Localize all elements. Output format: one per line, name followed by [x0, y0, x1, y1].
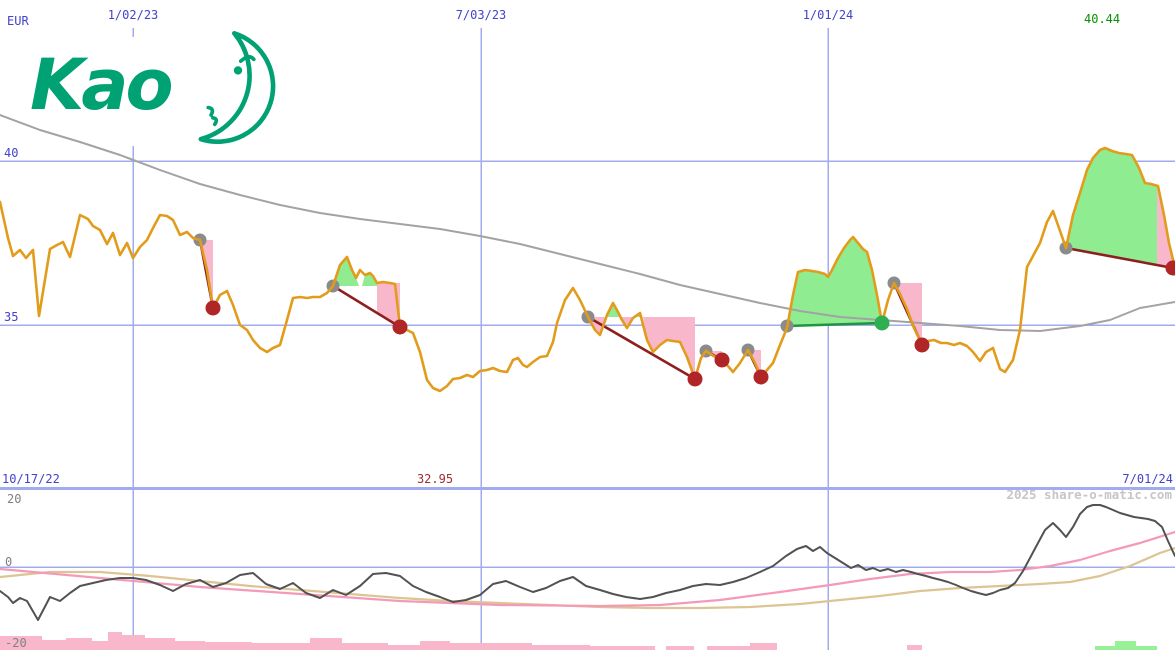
histogram-bar-pink: [310, 638, 342, 650]
moving-average-line: [0, 114, 1175, 332]
histogram-bar-pink: [388, 645, 420, 650]
trade-trendline: [785, 321, 884, 328]
histogram-bar-pink: [750, 643, 777, 650]
histogram-bar-pink: [122, 635, 145, 650]
tick-label: 7/01/24: [1122, 472, 1173, 486]
histogram-bar-pink: [252, 643, 310, 650]
currency-label: EUR: [7, 14, 29, 28]
histogram-bar-pink: [590, 646, 655, 650]
oscillator-signal-tan: [0, 546, 1175, 610]
histogram-bar-pink: [42, 640, 66, 650]
trade-trendline: [1064, 246, 1175, 270]
kao-logo-text: Kao: [30, 44, 174, 126]
histogram-bar-pink: [450, 643, 532, 650]
histogram-bar-pink: [175, 641, 205, 650]
tick-label: 1/01/24: [803, 8, 854, 22]
histogram-bar-pink: [66, 638, 92, 650]
trade-trendline: [331, 284, 402, 329]
tick-label: 0: [5, 555, 12, 569]
loss-zone: [748, 350, 761, 377]
profit-zone: [1066, 148, 1157, 264]
loss-zone: [643, 317, 695, 379]
histogram-bar-pink: [707, 646, 750, 650]
kao-logo: Kao: [30, 26, 277, 152]
panel-divider: [0, 487, 1175, 490]
trade-exit-dot-profit: [874, 315, 890, 331]
histogram-bar-pink: [145, 638, 175, 650]
trade-exit-dot-loss: [205, 300, 221, 316]
tick-label: 7/03/23: [456, 8, 507, 22]
histogram-bar-pink: [108, 632, 122, 650]
profit-zone: [787, 237, 882, 325]
profit-zone: [333, 257, 359, 286]
trade-exit-dot-loss: [1165, 260, 1175, 276]
tick-label: -20: [5, 636, 27, 650]
tick-label: 10/17/22: [2, 472, 60, 486]
watermark: 2025 share-o-matic.com: [1006, 487, 1172, 502]
loss-zone: [200, 240, 213, 308]
oscillator-line: [0, 504, 1175, 621]
price-line: [0, 146, 1175, 393]
trade-exit-dot-loss: [753, 369, 769, 385]
histogram-bar-pink: [0, 636, 42, 650]
histogram-bar-green: [1115, 641, 1136, 650]
histogram-bar-pink: [420, 641, 450, 650]
histogram-bar-green: [1136, 646, 1157, 650]
trade-exit-dot-loss: [687, 371, 703, 387]
histogram-bar-pink: [92, 641, 108, 650]
tick-label: 40: [4, 146, 18, 160]
histogram-bar-green: [1095, 646, 1115, 650]
trade-exit-dot-loss: [714, 352, 730, 368]
histogram-bar-pink: [342, 643, 388, 650]
histogram-bar-pink: [205, 642, 252, 650]
histogram-bar-pink: [532, 645, 590, 650]
trade-exit-dot-loss: [914, 337, 930, 353]
tick-label: 20: [7, 492, 21, 506]
histogram-bar-pink: [907, 645, 922, 650]
trade-trendline: [586, 315, 697, 381]
tick-label: 1/02/23: [108, 8, 159, 22]
oscillator-signal-pink: [0, 530, 1175, 608]
last-price-label: 40.44: [1084, 12, 1121, 26]
trade-exit-dot-loss: [392, 319, 408, 335]
histogram-bar-pink: [666, 646, 694, 650]
tick-label: 32.95: [417, 472, 453, 486]
tick-label: 35: [4, 310, 18, 324]
kao-moon-icon: [198, 30, 275, 145]
